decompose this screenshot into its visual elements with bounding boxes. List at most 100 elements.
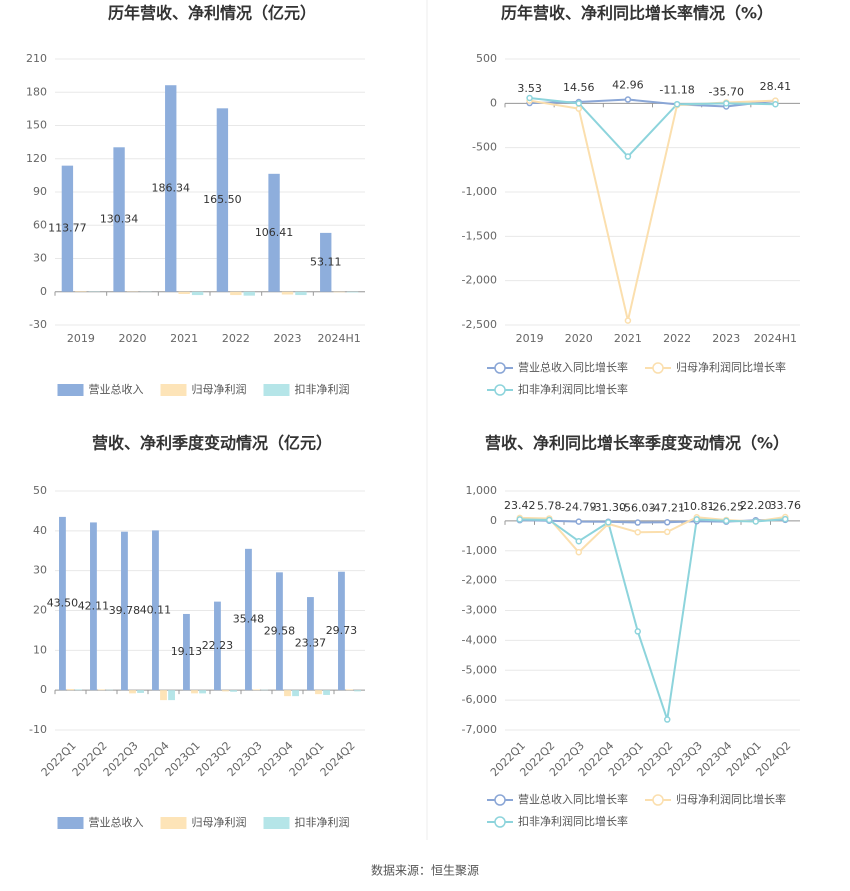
legend-swatch — [263, 817, 290, 829]
point — [575, 548, 582, 556]
bar — [346, 291, 359, 293]
legend-swatch — [494, 384, 506, 396]
x-tick-label: 2024Q2 — [318, 739, 358, 779]
point — [772, 100, 779, 108]
bar — [137, 690, 144, 693]
bar — [295, 291, 307, 296]
legend-swatch — [160, 384, 187, 396]
point — [546, 516, 553, 524]
value-label: 29.73 — [326, 624, 358, 637]
bar — [323, 690, 330, 695]
bar — [90, 522, 97, 691]
point — [752, 518, 759, 525]
y-tick-label: -5,000 — [462, 663, 497, 676]
point — [693, 516, 700, 523]
value-label: -24.79 — [561, 501, 596, 514]
x-tick-label: 2021 — [170, 332, 198, 345]
x-tick-label: 2019 — [67, 332, 95, 345]
chart-title: 历年营收、净利情况（亿元） — [108, 4, 316, 23]
legend-swatch — [652, 362, 664, 374]
value-label: 23.37 — [295, 637, 327, 650]
legend-label: 归母净利润 — [192, 382, 247, 396]
value-label: 5.78 — [537, 500, 562, 513]
value-label: 130.34 — [100, 213, 139, 226]
chart-title: 营收、净利同比增长率季度变动情况（%） — [485, 434, 789, 453]
x-tick-label: 2024H1 — [318, 332, 361, 345]
y-tick-label: -1,000 — [462, 544, 497, 557]
value-label: 28.41 — [760, 80, 792, 93]
value-label: 42.96 — [612, 79, 644, 92]
value-label: 42.11 — [78, 599, 110, 612]
point — [575, 518, 582, 525]
y-tick-label: -2,500 — [462, 318, 497, 331]
legend-label: 归母净利润 — [192, 815, 247, 829]
source-note: 数据来源：恒生聚源 — [371, 863, 479, 878]
value-label: 35.48 — [233, 613, 265, 626]
bar — [59, 516, 66, 691]
bar — [113, 147, 125, 292]
point — [634, 519, 641, 526]
bar — [199, 690, 206, 694]
value-label: 186.34 — [151, 181, 190, 194]
value-label: -47.21 — [650, 501, 685, 514]
y-tick-label: 180 — [26, 85, 47, 98]
point — [723, 517, 730, 525]
y-tick-label: -2,000 — [462, 574, 497, 587]
y-tick-label: 50 — [33, 484, 47, 497]
legend-swatch — [57, 384, 84, 396]
x-tick-label: 2019 — [516, 332, 544, 345]
point — [782, 515, 789, 523]
y-tick-label: 150 — [26, 119, 47, 132]
y-tick-label: -30 — [29, 318, 47, 331]
value-label: 53.11 — [310, 255, 342, 268]
bar — [129, 690, 136, 694]
line — [529, 97, 776, 158]
y-tick-label: 0 — [490, 514, 497, 527]
x-tick-label: 2020 — [565, 332, 593, 345]
legend-swatch — [494, 794, 506, 806]
point — [624, 317, 632, 324]
value-label: 106.41 — [255, 226, 294, 239]
chart-title: 历年营收、净利同比增长率情况（%） — [501, 4, 773, 23]
value-label: -31.30 — [591, 501, 626, 514]
value-label: 33.76 — [770, 499, 802, 512]
value-label: 3.53 — [517, 82, 542, 95]
bar — [191, 291, 204, 296]
legend-label: 营业总收入 — [89, 382, 144, 396]
bar — [230, 690, 237, 692]
chart-title: 营收、净利季度变动情况（亿元） — [92, 434, 332, 453]
y-tick-label: 90 — [33, 185, 47, 198]
y-tick-label: -10 — [29, 723, 47, 736]
y-tick-label: 40 — [33, 524, 47, 537]
y-tick-label: 210 — [26, 52, 47, 65]
bar — [67, 688, 74, 691]
legend-swatch — [57, 817, 84, 829]
y-tick-label: -6,000 — [462, 693, 497, 706]
y-tick-label: -2,000 — [462, 274, 497, 287]
bar — [160, 690, 167, 701]
line — [529, 99, 776, 321]
x-tick-label: 2021 — [614, 332, 642, 345]
y-tick-label: -1,000 — [462, 185, 497, 198]
y-tick-label: 120 — [26, 152, 47, 165]
value-label: -11.18 — [659, 83, 694, 96]
bar — [284, 690, 291, 697]
x-tick-label: 2023 — [274, 332, 302, 345]
value-label: 29.58 — [264, 624, 296, 637]
bar — [222, 690, 229, 692]
value-label: 22.20 — [740, 499, 772, 512]
bar — [121, 531, 128, 691]
bar — [315, 690, 322, 695]
y-tick-label: 20 — [33, 604, 47, 617]
legend-label: 营业总收入同比增长率 — [518, 792, 628, 806]
bar — [168, 690, 175, 701]
x-tick-label: 2024H1 — [754, 332, 797, 345]
bar — [191, 690, 198, 694]
bar — [230, 291, 242, 296]
bar — [276, 572, 283, 691]
legend-swatch — [160, 817, 187, 829]
point — [664, 716, 671, 723]
bar — [245, 548, 252, 691]
bar — [346, 689, 353, 691]
